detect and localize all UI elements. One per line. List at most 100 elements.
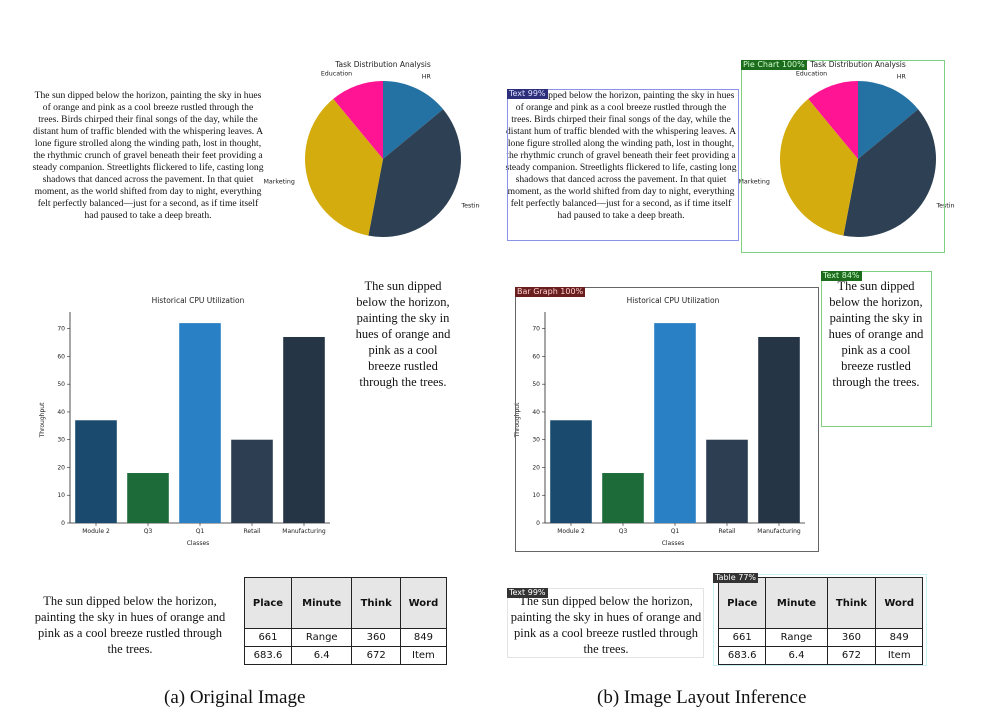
bar (706, 439, 748, 523)
table-header-cell: Think (351, 577, 401, 629)
table-header-row: Place Minute Think Word (244, 577, 448, 629)
pie-label: Testing (460, 202, 480, 209)
y-tick-label: 40 (532, 409, 540, 416)
pie-label: HR (422, 74, 432, 81)
long-paragraph-original: The sun dipped below the horizon, painti… (32, 90, 264, 221)
pie-label: Testing (935, 202, 955, 209)
detection-box-pie (741, 60, 945, 253)
pie-slice (305, 98, 383, 236)
table-cell: 683.6 (717, 646, 767, 665)
x-tick-label: Q3 (619, 528, 628, 535)
bar (231, 439, 273, 523)
y-tick-label: 30 (57, 437, 65, 444)
table-cell: 672 (351, 646, 401, 665)
pie-title: Task Distribution Analysis (334, 60, 431, 69)
detection-label-text-short: Text 99% (507, 588, 548, 598)
table-header-cell: Word (875, 577, 923, 629)
table-cell: 360 (351, 628, 401, 647)
bar-title: Historical CPU Utilization (627, 296, 720, 305)
data-table-original: Place Minute Think Word 661 Range 360 84… (244, 577, 448, 665)
bar-ylabel: Throughput (514, 402, 521, 438)
pie-slice (858, 81, 919, 159)
table-cell: 6.4 (765, 646, 828, 665)
caption-original: (a) Original Image (164, 687, 306, 708)
bar-plot: 0 10 20 30 40 50 60 70 Module 2 Q3 Q1 Retail Manufac… (532, 312, 805, 535)
bar (758, 336, 800, 523)
x-tick-label: Retail (244, 528, 261, 535)
pie-slices (305, 81, 462, 238)
y-tick-label: 0 (61, 520, 65, 527)
pie-label: Education (796, 70, 827, 77)
y-tick-label: 60 (57, 353, 65, 360)
pie-labels: HR Testing Marketing Education (263, 70, 480, 209)
y-tick-label: 0 (536, 520, 540, 527)
pie-slices (780, 81, 937, 238)
table-cell: 683.6 (244, 646, 292, 665)
column-paragraph-inferred: The sun dipped below the horizon, painti… (828, 279, 924, 389)
y-tick-label: 20 (532, 464, 540, 471)
x-tick-label: Q1 (196, 528, 205, 535)
y-tick-label: 70 (532, 326, 540, 333)
bar (602, 473, 644, 523)
table-cell: Item (875, 646, 923, 665)
table-header-cell: Think (826, 577, 877, 629)
y-tick-label: 10 (57, 492, 65, 499)
table-header-cell: Place (244, 577, 292, 629)
table-row: 661 Range 360 849 (244, 628, 448, 647)
column-paragraph-original: The sun dipped below the horizon, painti… (355, 279, 451, 389)
bar-ylabel: Throughput (39, 402, 46, 438)
table-cell: 661 (244, 628, 292, 647)
pie-label: Education (321, 70, 352, 77)
pie-chart-inferred: Task Distribution Analysis HR Testing Mark… (738, 60, 955, 238)
short-paragraph-inferred: The sun dipped below the horizon, painti… (510, 594, 702, 656)
bar (127, 473, 169, 523)
table-row: 661 Range 360 849 (717, 628, 923, 647)
table-header-cell: Minute (765, 577, 828, 629)
x-tick-label: Module 2 (82, 528, 110, 535)
pie-slice (333, 81, 383, 159)
y-tick-label: 10 (532, 492, 540, 499)
x-tick-label: Manufacturing (282, 528, 326, 535)
y-tick-label: 50 (532, 381, 540, 388)
bar-plot: 0 10 20 30 40 50 60 70 Module 2 Q3 Q1 Retail Manufac… (57, 312, 330, 535)
pie-chart-original: Task Distribution Analysis HR Testing Mark… (263, 60, 480, 238)
y-tick-label: 40 (57, 409, 65, 416)
pie-label: Marketing (263, 179, 294, 186)
detection-box-text-short (507, 588, 704, 658)
pie-title: Task Distribution Analysis (809, 60, 906, 69)
bar (283, 336, 325, 523)
data-table-inferred: Place Minute Think Word 661 Range 360 84… (717, 577, 923, 665)
bar-xlabel: Classes (662, 540, 685, 547)
y-tick-label: 50 (57, 381, 65, 388)
bar (179, 323, 221, 523)
pie-label: HR (897, 74, 907, 81)
short-paragraph-original: The sun dipped below the horizon, painti… (34, 594, 226, 656)
detection-box-bar (515, 287, 819, 552)
pie-slice (368, 109, 462, 238)
bar (654, 323, 696, 523)
table-cell: 849 (399, 628, 448, 647)
table-header-cell: Minute (290, 577, 353, 629)
y-tick-label: 60 (532, 353, 540, 360)
pie-slice (843, 109, 937, 238)
long-paragraph-inferred: The sun dipped below the horizon, painti… (505, 90, 737, 221)
detection-label-pie: Pie Chart 100% (741, 60, 807, 70)
x-tick-label: Manufacturing (757, 528, 801, 535)
bar-chart-inferred: Historical CPU Utilization Classes Throu… (514, 296, 805, 547)
pie-labels: HR Testing Marketing Education (738, 70, 955, 209)
bar (75, 420, 117, 523)
detection-label-text-col: Text 84% (821, 271, 862, 281)
detection-box-text-col (821, 271, 932, 427)
pie-slice (780, 98, 858, 236)
pie-slice (808, 81, 858, 159)
table-header-cell: Place (717, 577, 767, 629)
x-tick-label: Q3 (144, 528, 153, 535)
table-cell: 672 (826, 646, 877, 665)
detection-box-text-long (507, 89, 739, 241)
detection-label-bar: Bar Graph 100% (515, 287, 586, 297)
table-header-cell: Word (399, 577, 448, 629)
pie-label: Marketing (738, 179, 769, 186)
detection-label-table: Table 77% (713, 573, 759, 583)
bar-xlabel: Classes (187, 540, 210, 547)
table-cell: 6.4 (290, 646, 353, 665)
